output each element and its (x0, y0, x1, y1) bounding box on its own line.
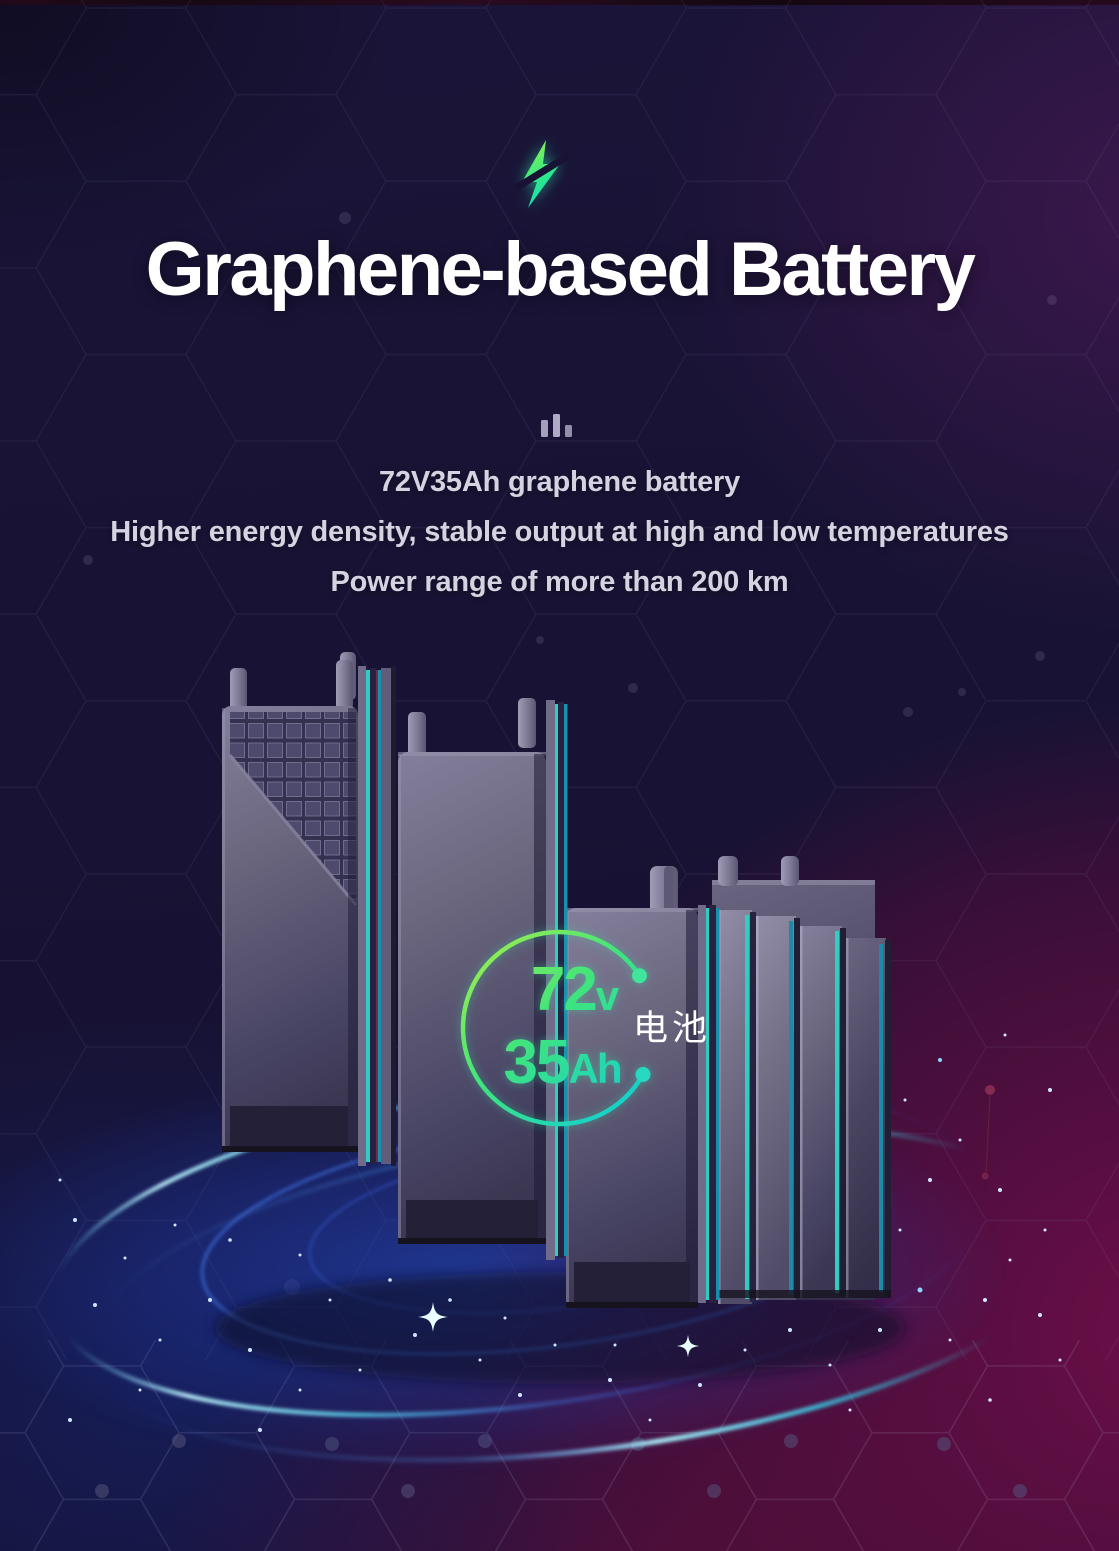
bar-chart-icon (541, 414, 572, 437)
badge-capacity-text: 35Ah (504, 1028, 621, 1097)
intro-line-1: 72V35Ah graphene battery (378, 466, 741, 498)
badge-ring-dot-bottom (635, 1067, 651, 1082)
page-title: Graphene-based Battery (145, 227, 976, 312)
accent-nodes (981, 1085, 995, 1180)
badge-ring-dot-top (632, 968, 647, 984)
spec-badge: 72v 35Ah 电池 (460, 929, 711, 1127)
battery-cells-illustration (222, 652, 891, 1308)
badge-voltage-text: 72v (531, 955, 620, 1024)
intro-line-2: Higher energy density, stable output at … (110, 516, 1009, 548)
star-field (58, 1033, 1062, 1432)
badge-ring (460, 929, 646, 1127)
lightning-icon (514, 140, 570, 208)
hex-node-dots (83, 212, 1057, 717)
battery-label-cn: 电池 (633, 1009, 711, 1048)
intro-text: 72V35Ah graphene battery Higher energy d… (0, 457, 1119, 607)
intro-line-3: Power range of more than 200 km (330, 566, 789, 598)
